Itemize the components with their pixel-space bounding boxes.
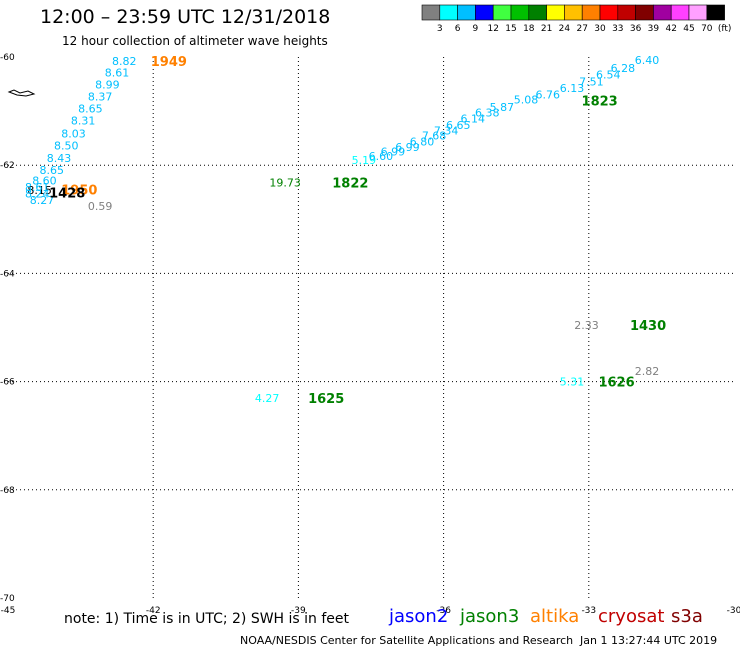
color-scale-label: 12	[487, 24, 498, 34]
wave-height-label: 8.15	[27, 184, 52, 197]
wave-height-label: 0.59	[88, 200, 113, 213]
longitude-tick-label: -39	[291, 606, 306, 616]
wave-height-label: 2.82	[635, 365, 660, 378]
wave-height-label: 6.76	[536, 88, 561, 101]
wave-height-label: 8.27	[30, 194, 54, 207]
wave-height-label: 8.65	[78, 102, 103, 115]
color-scale-label: 24	[559, 24, 571, 34]
wave-height-label: 5.08	[514, 94, 539, 107]
longitude-tick-label: -33	[581, 606, 596, 616]
satellite-legend-s3a: s3a	[671, 606, 703, 627]
color-scale-label: 27	[576, 24, 587, 34]
pass-time-label: 1428	[49, 186, 85, 201]
latitude-tick-label: -66	[0, 378, 15, 388]
wave-height-label: 8.99	[95, 79, 120, 92]
latitude-tick-label: -60	[0, 53, 15, 63]
wave-height-label: 8.61	[25, 181, 50, 194]
wave-height-label: 6.14	[461, 113, 486, 126]
wave-height-label: 5.87	[490, 101, 514, 114]
wave-height-label: 6.99	[381, 146, 406, 159]
pass-time-label: 1949	[151, 55, 187, 70]
color-scale-label: 3	[437, 24, 443, 34]
color-scale-label: 21	[541, 24, 552, 34]
satellite-legend-jason3: jason3	[460, 606, 520, 627]
wave-height-label: 5.31	[560, 376, 585, 389]
wave-height-label: 8.03	[61, 127, 86, 140]
color-scale-label: 39	[648, 24, 660, 34]
wave-height-label: 2.33	[574, 319, 599, 332]
wave-height-label: 6.13	[560, 82, 585, 95]
wave-height-label: 6.54	[596, 68, 621, 81]
wave-height-label: 7.68	[422, 129, 447, 142]
color-swatch	[706, 4, 725, 21]
satellite-legend-jason2: jason2	[389, 606, 449, 627]
wave-height-label: 6.65	[446, 119, 471, 132]
wave-height-label: 8.60	[32, 174, 57, 187]
longitude-tick-label: -36	[436, 606, 451, 616]
color-scale-label: 45	[683, 24, 694, 34]
pass-time-label: 1625	[308, 392, 344, 407]
wave-height-label: 6.40	[635, 54, 660, 67]
color-scale-label: 9	[473, 24, 479, 34]
wave-height-label: 5.19	[352, 154, 377, 167]
wave-height-label: 19.73	[269, 177, 301, 190]
wave-height-label: 7.51	[579, 75, 604, 88]
color-scale-label: 36	[630, 24, 642, 34]
color-scale-label: 30	[594, 24, 606, 34]
latitude-tick-label: -68	[0, 486, 15, 496]
wave-height-label: 8.31	[71, 114, 96, 127]
pass-time-label: 1823	[582, 94, 618, 109]
map-subtitle: 12 hour collection of altimeter wave hei…	[62, 34, 328, 48]
color-scale-label: 15	[505, 24, 516, 34]
longitude-tick-label: -45	[1, 606, 16, 616]
pass-time-label: 1822	[332, 177, 368, 192]
color-scale-label: 70	[701, 24, 713, 34]
color-scale-label: 18	[523, 24, 535, 34]
wave-height-label: 8.82	[112, 55, 137, 68]
pass-time-label: 1626	[598, 376, 634, 391]
footer-note: note: 1) Time is in UTC; 2) SWH is in fe…	[64, 611, 350, 627]
color-scale-label: (ft)	[718, 24, 732, 34]
wave-height-label: 8.24	[25, 187, 50, 200]
credit-text: NOAA/NESDIS Center for Satellite Applica…	[240, 634, 574, 647]
wave-height-label: 8.61	[105, 67, 130, 80]
longitude-tick-label: -42	[146, 606, 161, 616]
wave-height-label: 6.60	[369, 150, 394, 163]
pass-time-label: 1430	[630, 319, 666, 334]
latitude-tick-label: -62	[0, 161, 15, 171]
wave-height-label: 6.38	[475, 107, 500, 120]
island-outline	[7, 89, 36, 97]
generation-timestamp: Jan 1 13:27:44 UTC 2019	[580, 634, 718, 647]
map-title: 12:00 – 23:59 UTC 12/31/2018	[40, 6, 331, 28]
wave-height-label: 8.65	[39, 164, 64, 177]
wave-height-label: 6.80	[410, 135, 435, 148]
latitude-tick-label: -70	[0, 594, 15, 604]
color-scale-label: 6	[455, 24, 461, 34]
color-scale-label: 42	[665, 24, 676, 34]
pass-time-label: 1950	[61, 184, 97, 199]
wave-height-label: 8.43	[47, 152, 72, 165]
wave-height-label: 4.27	[255, 392, 280, 405]
color-scale-legend: 3 6 9 12 15 18 21 24 27 30 33 36 39 42 45 70 (ft)	[421, 4, 732, 34]
satellite-legend-altika: altika	[530, 606, 580, 627]
wave-height-label: 6.99	[395, 141, 420, 154]
wave-height-label: 6.28	[611, 62, 636, 75]
color-scale-label: 33	[612, 24, 623, 34]
wave-height-label: 7.34	[434, 125, 459, 138]
wave-height-label: 8.50	[54, 140, 78, 153]
latitude-tick-label: -64	[0, 269, 15, 279]
satellite-legend-cryosat: cryosat	[598, 606, 665, 627]
longitude-tick-label: -30	[727, 606, 740, 616]
wave-height-label: 8.37	[88, 90, 113, 103]
